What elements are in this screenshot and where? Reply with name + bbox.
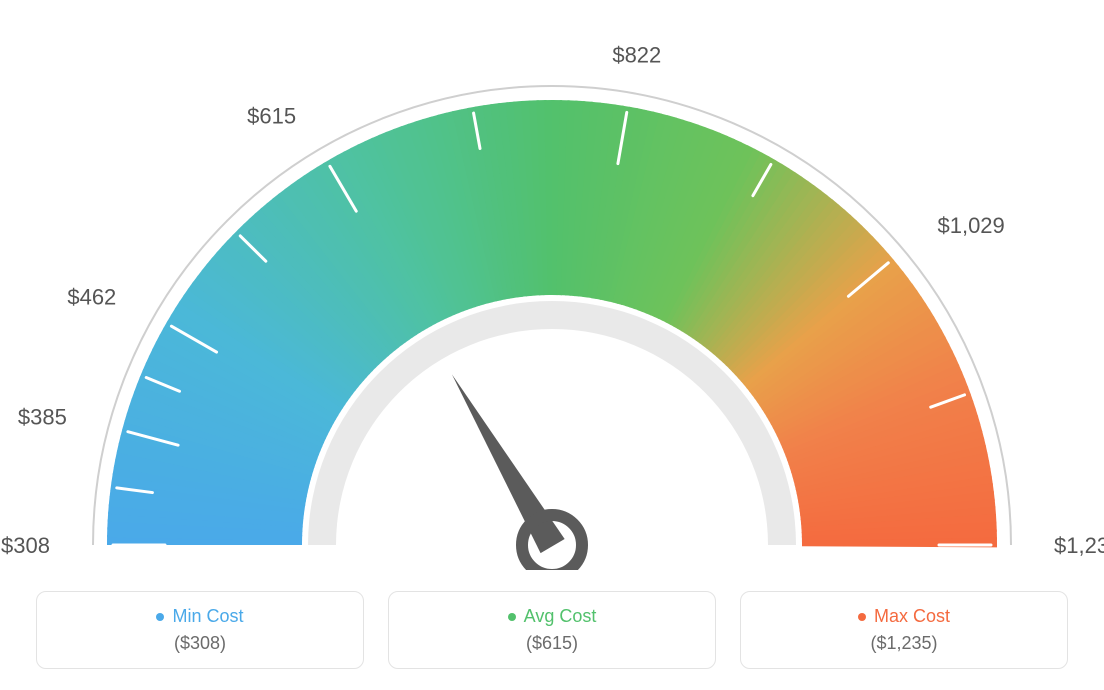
legend-avg-value: ($615) <box>526 633 578 654</box>
legend-card-min: Min Cost ($308) <box>36 591 364 669</box>
gauge-tick-label: $385 <box>18 405 67 430</box>
dot-icon <box>156 613 164 621</box>
legend-card-max: Max Cost ($1,235) <box>740 591 1068 669</box>
gauge-tick-label: $615 <box>247 103 296 128</box>
dot-icon <box>858 613 866 621</box>
gauge-needle <box>452 374 565 553</box>
legend-min-top: Min Cost <box>156 606 243 627</box>
legend-max-value: ($1,235) <box>870 633 937 654</box>
legend-min-value: ($308) <box>174 633 226 654</box>
gauge-tick-label: $822 <box>612 42 661 67</box>
gauge-tick-label: $462 <box>67 285 116 310</box>
dot-icon <box>508 613 516 621</box>
legend-max-top: Max Cost <box>858 606 950 627</box>
cost-gauge-container: $308 $385 $462 $615 $822 $1,029 $1,235 Min Cos… <box>0 0 1104 690</box>
legend-max-label: Max Cost <box>874 606 950 627</box>
legend-card-avg: Avg Cost ($615) <box>388 591 716 669</box>
gauge-tick-label: $1,029 <box>937 213 1004 238</box>
legend-min-label: Min Cost <box>172 606 243 627</box>
legend-row: Min Cost ($308) Avg Cost ($615) Max Cost… <box>0 590 1104 690</box>
legend-avg-top: Avg Cost <box>508 606 597 627</box>
gauge-tick-label: $1,235 <box>1054 533 1104 558</box>
gauge-tick-label: $308 <box>1 533 50 558</box>
gauge-chart: $308 $385 $462 $615 $822 $1,029 $1,235 <box>0 0 1104 570</box>
legend-avg-label: Avg Cost <box>524 606 597 627</box>
